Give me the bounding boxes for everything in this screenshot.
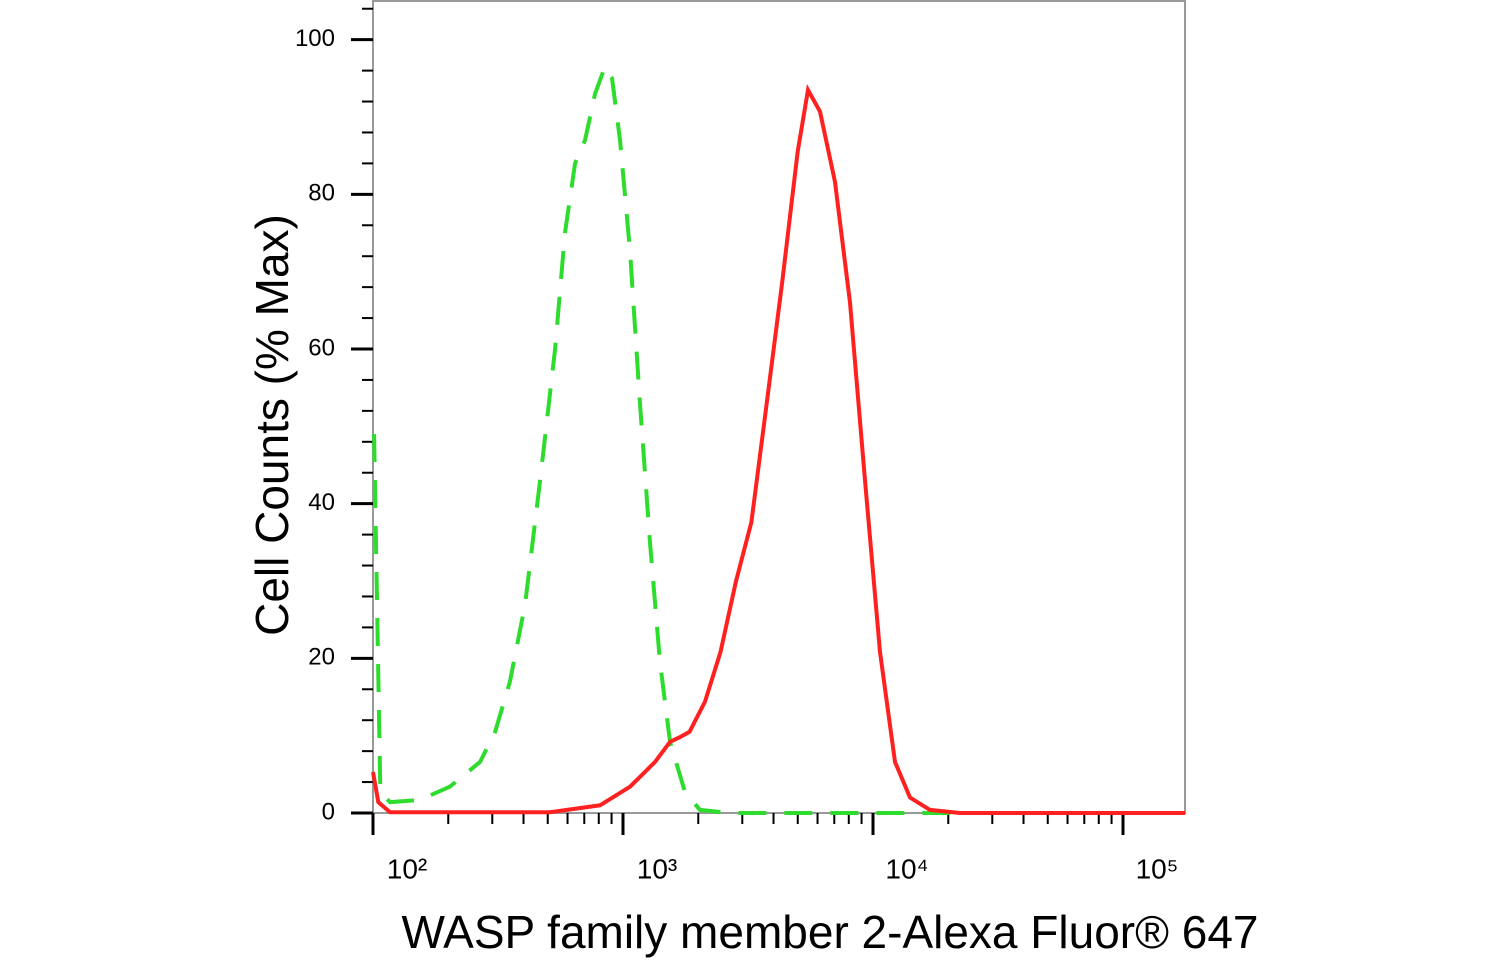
y-axis-label: Cell Counts (% Max) (246, 214, 298, 636)
y-tick-label: 80 (308, 180, 335, 207)
x-tick-label: 10⁵ (1136, 853, 1179, 884)
x-axis-label: WASP family member 2-Alexa Fluor® 647 (401, 906, 1258, 958)
x-tick-label: 10² (387, 853, 427, 884)
y-tick-label: 60 (308, 334, 335, 361)
series-line (372, 62, 1185, 815)
x-tick-label: 10⁴ (885, 853, 928, 884)
y-tick-label: 100 (295, 25, 335, 52)
y-tick-label: 40 (308, 489, 335, 516)
x-tick-label: 10³ (637, 853, 677, 884)
y-tick-label: 0 (322, 798, 335, 825)
series-line (371, 83, 1185, 815)
y-tick-label: 20 (308, 644, 335, 671)
plot-frame (372, 0, 1186, 814)
